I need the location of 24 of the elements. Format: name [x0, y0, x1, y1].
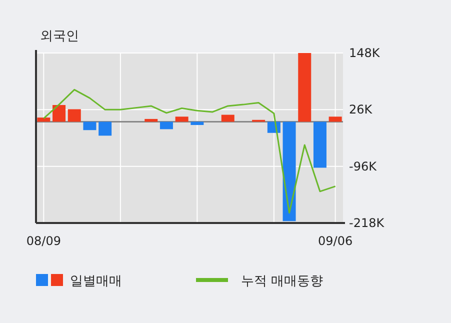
y-tick-label: -96K — [349, 159, 378, 174]
bar — [83, 122, 96, 130]
line-series — [42, 88, 336, 214]
bar — [37, 118, 50, 122]
legend-label: 일별매매 — [70, 274, 122, 289]
y-tick-label: 148K — [349, 46, 381, 60]
bar — [190, 122, 204, 125]
x-tick-label: 09/06 — [318, 234, 353, 248]
bar — [313, 122, 326, 168]
bar — [52, 105, 66, 122]
bar — [68, 109, 81, 122]
bar — [298, 53, 312, 122]
legend-label: 누적 매매동향 — [241, 274, 324, 289]
y-tick-label: -218K — [349, 216, 386, 230]
bar — [221, 114, 234, 122]
chart-title: 외국인 — [40, 29, 79, 44]
y-tick-label: 26K — [349, 102, 374, 117]
bar — [98, 122, 112, 136]
bar — [282, 122, 296, 222]
x-tick-label: 08/09 — [26, 234, 61, 248]
bar — [175, 116, 188, 122]
bar — [328, 116, 342, 122]
bar — [144, 118, 158, 122]
bar — [160, 122, 173, 130]
